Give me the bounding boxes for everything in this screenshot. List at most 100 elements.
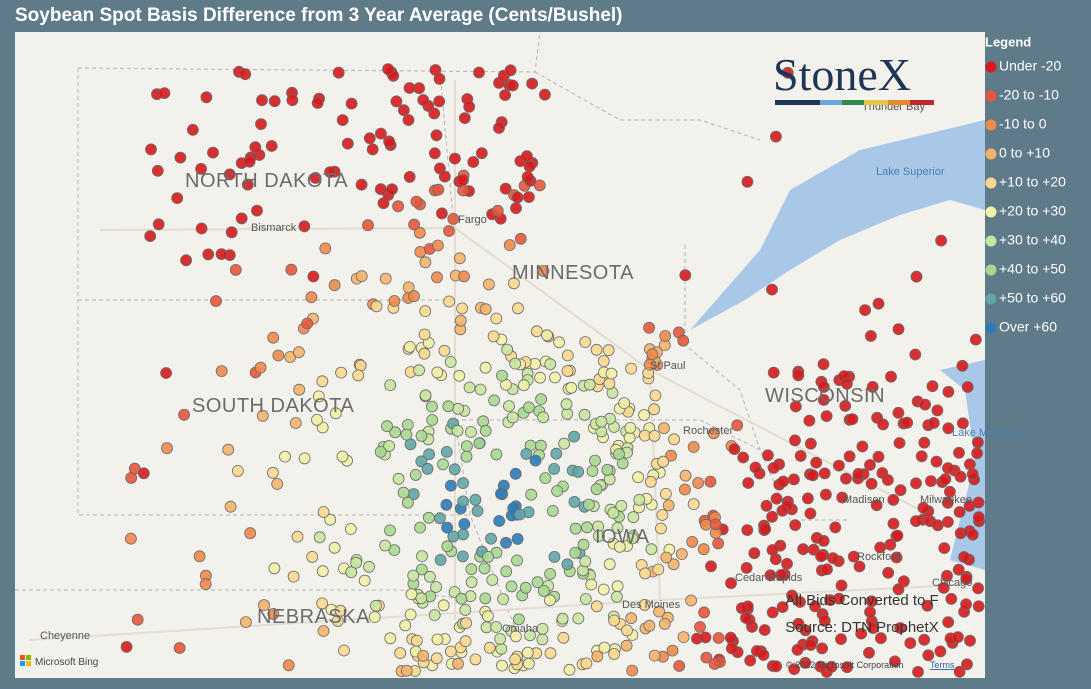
bid-point [817,535,830,547]
bid-point [942,422,955,435]
bid-point [345,566,358,579]
borders [15,31,850,641]
city-label: Omaha [502,623,539,635]
bid-point [451,424,464,437]
legend-swatch [985,119,997,131]
bid-point [585,578,598,591]
bid-point [482,278,495,291]
bid-point [413,364,426,377]
bid-point [291,530,304,543]
bid-point [458,112,471,124]
bid-point [460,450,473,463]
bid-point [766,606,779,619]
bid-point [510,202,522,215]
bid-point [891,529,904,542]
legend-swatch [985,235,997,247]
bid-point [536,623,549,635]
bid-point [452,657,464,670]
bid-point [430,129,443,142]
bid-point [856,440,869,453]
bid-point [350,556,363,569]
bid-point [776,601,789,613]
border [77,68,470,516]
bid-point [568,495,581,508]
bid-point [272,349,285,362]
bid-point [266,466,279,479]
bid-point [941,569,953,582]
bid-point [863,646,875,659]
bid-point [760,499,773,512]
bid-point [964,458,976,471]
bid-point [852,467,865,480]
bid-point [551,485,563,497]
bid-point [407,569,420,582]
bid-point [332,66,345,79]
bid-point [448,152,461,165]
bid-point [972,582,984,595]
bid-point [400,428,413,441]
bid-point [524,629,536,642]
bid-point [428,147,441,160]
bid-point [740,612,752,624]
bid-point [590,343,603,356]
bid-point [244,527,257,540]
bid-point [363,132,376,145]
region-label: NEBRASKA [257,606,370,628]
bid-point [748,547,761,560]
bid-point [408,218,421,231]
terms-link[interactable]: Terms [930,660,955,670]
bid-point [544,647,557,660]
bid-point [601,463,614,476]
bid-point [336,114,349,126]
bid-point [469,493,482,506]
bid-point [401,418,414,431]
bid-point [590,483,603,496]
bid-point [452,402,465,415]
bid-point [827,552,839,564]
bid-point [579,555,592,568]
bid-point [708,658,721,670]
bid-point [506,411,519,424]
bid-point [687,498,700,511]
bid-point [397,486,410,499]
bid-point [835,633,847,645]
bid-point [638,409,650,421]
bid-point [354,359,367,372]
bid-point [853,560,866,573]
bid-point [560,398,573,411]
bid-point [626,532,639,545]
bid-point [589,454,601,467]
bid-point [598,641,611,654]
legend-label: +40 to +50 [999,261,1066,277]
legend-swatch [985,148,997,160]
logo: StoneX [773,49,934,105]
bid-point [444,356,457,368]
bid-point [638,599,651,611]
bid-point [311,413,323,426]
ms-logo [20,661,25,666]
bid-point [918,436,931,449]
bid-point [675,548,688,560]
bid-point [151,164,164,177]
bid-point [961,658,973,671]
bid-point [577,538,590,551]
bid-point [152,218,165,231]
bid-point [953,665,966,678]
bid-point [195,162,208,175]
bid-point [953,446,965,459]
bid-point [847,550,860,563]
bid-point [938,542,951,554]
legend-label: Under -20 [999,58,1061,74]
city-label: Chicago [932,577,972,589]
bid-point [419,256,432,269]
bid-point [465,576,478,589]
bid-point [764,569,777,582]
bid-point [537,585,550,597]
bid-point [496,659,508,672]
logo-bar [775,100,820,105]
bid-point [256,409,269,422]
bid-point [465,426,477,438]
bid-point [549,371,561,384]
bid-point [441,540,454,553]
